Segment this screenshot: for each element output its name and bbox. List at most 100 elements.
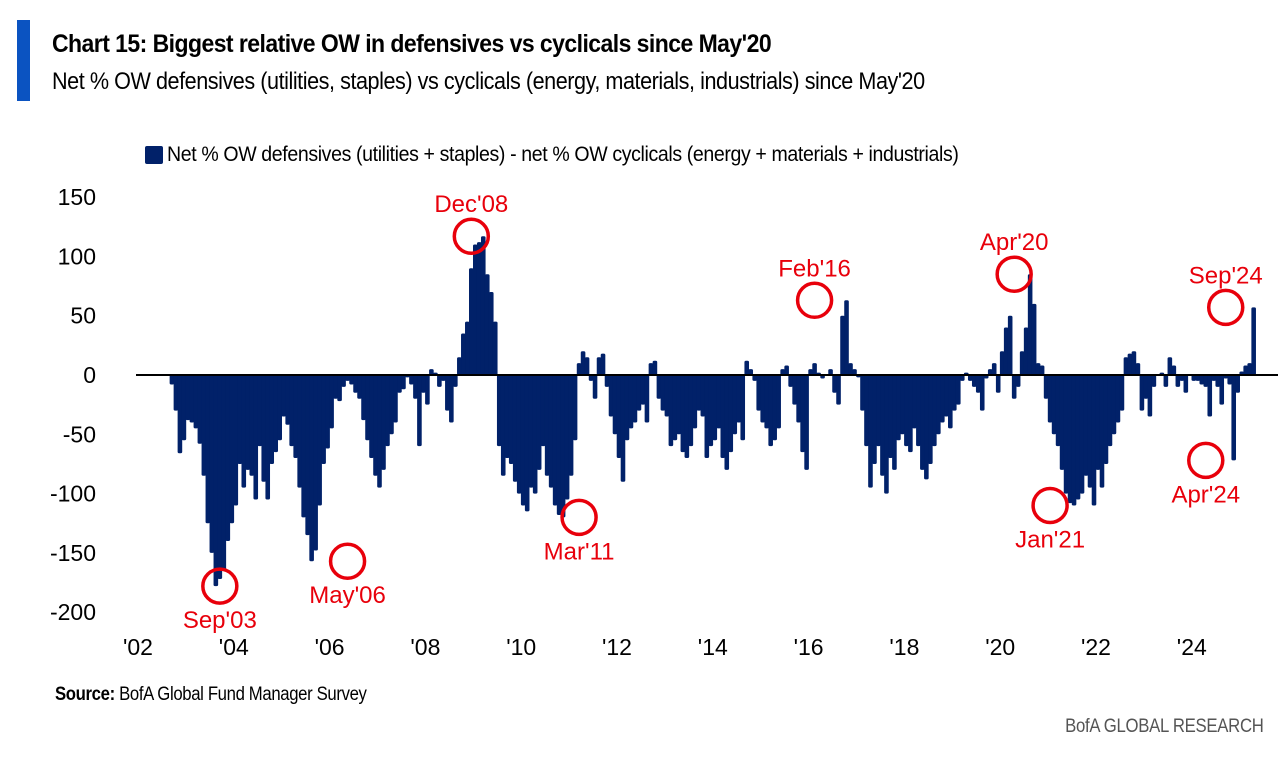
bar <box>564 375 570 500</box>
bar <box>991 363 997 375</box>
annotation-label: Sep'03 <box>183 607 257 634</box>
bar <box>560 375 566 518</box>
bar <box>768 375 773 447</box>
bar <box>1035 363 1041 375</box>
y-tick-label: 50 <box>70 303 96 329</box>
bar <box>1095 375 1101 470</box>
bar <box>1131 351 1137 375</box>
x-tick-label: '22 <box>1081 634 1111 660</box>
bar <box>604 375 610 387</box>
legend-label: Net % OW defensives (utilities + staples… <box>167 143 959 166</box>
y-tick-label: 0 <box>83 362 96 388</box>
bar <box>955 375 961 405</box>
bar <box>277 375 282 441</box>
y-tick-label: -200 <box>50 599 96 625</box>
bar <box>469 268 474 375</box>
legend-swatch <box>145 146 163 164</box>
bar <box>880 375 885 476</box>
bar <box>429 369 434 375</box>
bar <box>967 375 973 381</box>
bar <box>772 375 777 441</box>
bar <box>1075 375 1081 500</box>
bar <box>1215 375 1221 387</box>
bar <box>644 375 650 423</box>
bar <box>536 375 542 470</box>
annotation-circle <box>1031 486 1069 525</box>
bar <box>912 375 917 429</box>
bar <box>712 375 718 441</box>
bar <box>229 375 235 524</box>
bar <box>832 375 837 393</box>
bar <box>995 375 1001 393</box>
bar <box>1143 375 1149 399</box>
bar <box>1003 327 1009 375</box>
bar <box>524 375 530 512</box>
bar <box>1083 375 1089 476</box>
bar <box>1091 375 1097 506</box>
bar <box>1183 375 1189 393</box>
bar <box>900 375 905 435</box>
bar <box>864 375 869 447</box>
bar <box>584 357 590 375</box>
bar <box>688 375 694 447</box>
bar <box>959 375 965 381</box>
bar <box>285 375 290 425</box>
bar <box>948 375 953 429</box>
bar <box>728 375 734 453</box>
x-tick-label: '10 <box>506 634 536 660</box>
annotation-label: Feb'16 <box>778 255 851 282</box>
bar <box>205 375 211 524</box>
bar <box>520 375 526 506</box>
y-tick-label: 150 <box>58 184 96 210</box>
bar <box>987 369 993 375</box>
bar <box>648 363 654 375</box>
bar <box>249 375 255 476</box>
bar <box>884 375 889 494</box>
bar <box>1019 351 1025 375</box>
annotation-circle <box>560 498 598 537</box>
bar <box>508 375 514 464</box>
bar <box>1203 375 1209 387</box>
bar <box>341 375 346 387</box>
bar <box>1079 375 1085 494</box>
bar <box>1147 375 1153 417</box>
x-tick-label: '04 <box>219 634 249 660</box>
source-label: Source: <box>55 684 115 705</box>
bar <box>453 375 458 387</box>
annotation-label: Apr'20 <box>980 229 1049 256</box>
annotation-circle <box>328 542 367 580</box>
bar <box>860 375 865 411</box>
annotation-circle <box>1206 288 1245 327</box>
bar <box>233 375 239 506</box>
bar <box>361 375 366 421</box>
bar <box>999 351 1005 375</box>
bar <box>1087 375 1093 488</box>
bar <box>345 375 350 381</box>
bar-series <box>169 236 1256 587</box>
bar <box>305 375 310 536</box>
bar <box>425 375 430 405</box>
bar <box>473 244 478 375</box>
bar <box>1195 375 1201 381</box>
bar <box>217 375 223 579</box>
bar <box>780 369 785 375</box>
bar <box>624 375 630 441</box>
bar <box>457 357 462 375</box>
bar <box>476 242 482 375</box>
bar <box>293 375 298 459</box>
legend: Net % OW defensives (utilities + staples… <box>145 143 1018 167</box>
bar <box>445 375 450 411</box>
bar <box>413 375 418 399</box>
bar <box>281 375 286 417</box>
bar <box>552 375 558 506</box>
bar <box>225 375 231 542</box>
bar <box>365 375 370 441</box>
bar <box>516 375 522 494</box>
bar <box>512 375 518 482</box>
bar <box>944 375 949 417</box>
bar <box>664 375 670 417</box>
x-tick-label: '18 <box>889 634 919 660</box>
bar <box>1219 375 1225 405</box>
annotation-circle <box>995 255 1033 293</box>
bar <box>1107 375 1113 447</box>
